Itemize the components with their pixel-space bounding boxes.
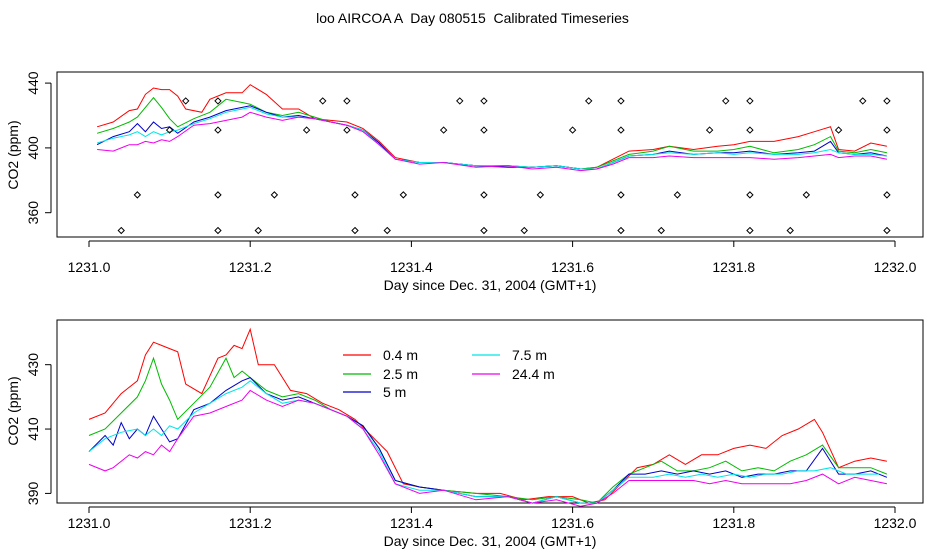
top-x-axis-label: Day since Dec. 31, 2004 (GMT+1) <box>384 277 597 293</box>
x-tick-label: 1231.0 <box>68 515 111 531</box>
diamond-point <box>399 191 408 199</box>
bottom-panel: 1231.0 1231.2 1231.4 1231.6 1231.8 1232.0 390 4… <box>5 319 924 549</box>
top-y-axis-label: CO2 (ppm) <box>5 120 21 189</box>
diamond-point <box>182 97 190 105</box>
top-series-group <box>96 84 891 235</box>
diamond-point <box>319 97 327 105</box>
diamond-point <box>302 126 311 134</box>
y-tick-label: 440 <box>25 71 41 95</box>
diamond-point <box>883 191 891 199</box>
diamond-point <box>883 97 891 105</box>
bottom-series-group <box>88 327 888 507</box>
diamond-point <box>617 126 625 134</box>
legend-label: 0.4 m <box>383 347 418 363</box>
chart-title: loo AIRCOA A Day 080515 Calibrated Times… <box>316 10 629 26</box>
legend-label: 2.5 m <box>383 366 418 382</box>
diamond-point <box>270 191 279 199</box>
x-tick-label: 1231.6 <box>551 515 594 531</box>
legend-label: 24.4 m <box>512 366 555 382</box>
diamond-point <box>617 97 625 105</box>
y-tick-label: 410 <box>25 417 41 441</box>
y-tick-label: 400 <box>25 136 41 160</box>
diamond-point <box>343 97 351 105</box>
x-tick-label: 1231.4 <box>390 259 433 275</box>
diamond-point <box>165 126 174 134</box>
diamond-point <box>883 126 891 134</box>
bottom-axes: 1231.0 1231.2 1231.4 1231.6 1231.8 1232.0 390 4… <box>25 353 917 531</box>
diamond-point <box>722 97 730 105</box>
bottom-y-axis-label: CO2 (ppm) <box>5 376 21 445</box>
diamond-point <box>746 191 754 199</box>
diamond-point <box>520 226 528 235</box>
diamond-point <box>343 126 351 134</box>
series-line-7-5-m <box>88 380 879 504</box>
diamond-point <box>439 126 448 134</box>
series-line <box>96 84 888 170</box>
diamond-point <box>480 191 488 199</box>
legend-label: 5 m <box>383 384 406 400</box>
diamond-point <box>883 226 891 235</box>
top-axes: 1231.0 1231.2 1231.4 1231.6 1231.8 1232.0 360 4… <box>25 71 917 275</box>
diamond-point <box>657 226 665 235</box>
diamond-point <box>536 191 545 199</box>
x-tick-label: 1232.0 <box>874 259 917 275</box>
plot-frame <box>56 71 924 238</box>
diamond-point <box>214 191 222 199</box>
y-tick-label: 360 <box>25 201 41 225</box>
y-tick-label: 390 <box>25 482 41 506</box>
y-tick-label: 430 <box>25 353 41 377</box>
diamond-point <box>254 226 262 235</box>
x-tick-label: 1231.8 <box>712 259 755 275</box>
diamond-point <box>133 191 142 199</box>
diamond-point <box>705 126 714 134</box>
diamond-point <box>859 97 867 105</box>
diamond-point <box>480 226 488 235</box>
diamond-point <box>214 97 222 105</box>
series-line-5-m <box>88 377 888 504</box>
diamond-point <box>673 191 682 199</box>
diamond-point <box>786 226 794 235</box>
x-tick-label: 1232.0 <box>874 515 917 531</box>
diamond-point <box>480 126 488 134</box>
series-line-24-4-m <box>88 389 888 507</box>
legend: 0.4 m 2.5 m 5 m 7.5 m 24.4 m <box>343 347 555 400</box>
diamond-point <box>746 226 754 235</box>
diamond-point <box>834 126 843 134</box>
diamond-point <box>746 126 754 134</box>
diamond-point <box>351 226 359 235</box>
diamond-point <box>480 97 488 105</box>
series-line <box>97 111 887 172</box>
series-line <box>96 96 888 170</box>
diamond-point <box>117 226 125 235</box>
x-tick-label: 1231.8 <box>712 515 755 531</box>
diamond-point <box>568 126 577 134</box>
diamond-point <box>383 226 391 235</box>
diamond-point <box>585 97 593 105</box>
x-tick-label: 1231.6 <box>551 259 594 275</box>
x-tick-label: 1231.0 <box>68 259 111 275</box>
series-line <box>96 105 887 170</box>
diamond-point <box>617 226 625 235</box>
legend-label: 7.5 m <box>512 347 547 363</box>
series-line <box>96 106 887 170</box>
diamond-point <box>351 191 359 199</box>
diamond-point <box>746 97 754 105</box>
x-tick-label: 1231.2 <box>229 259 272 275</box>
top-panel: 1231.0 1231.2 1231.4 1231.6 1231.8 1232.0 360 4… <box>5 71 924 293</box>
series-line-2-5-m <box>88 356 888 504</box>
diamond-point <box>214 226 222 235</box>
diamond-point <box>802 191 811 199</box>
diamond-point <box>617 191 625 199</box>
diamond-point <box>456 97 464 105</box>
diamond-point <box>214 126 222 134</box>
plot-frame <box>56 319 924 504</box>
x-tick-label: 1231.2 <box>229 515 272 531</box>
x-tick-label: 1231.4 <box>390 515 433 531</box>
bottom-x-axis-label: Day since Dec. 31, 2004 (GMT+1) <box>384 533 597 549</box>
